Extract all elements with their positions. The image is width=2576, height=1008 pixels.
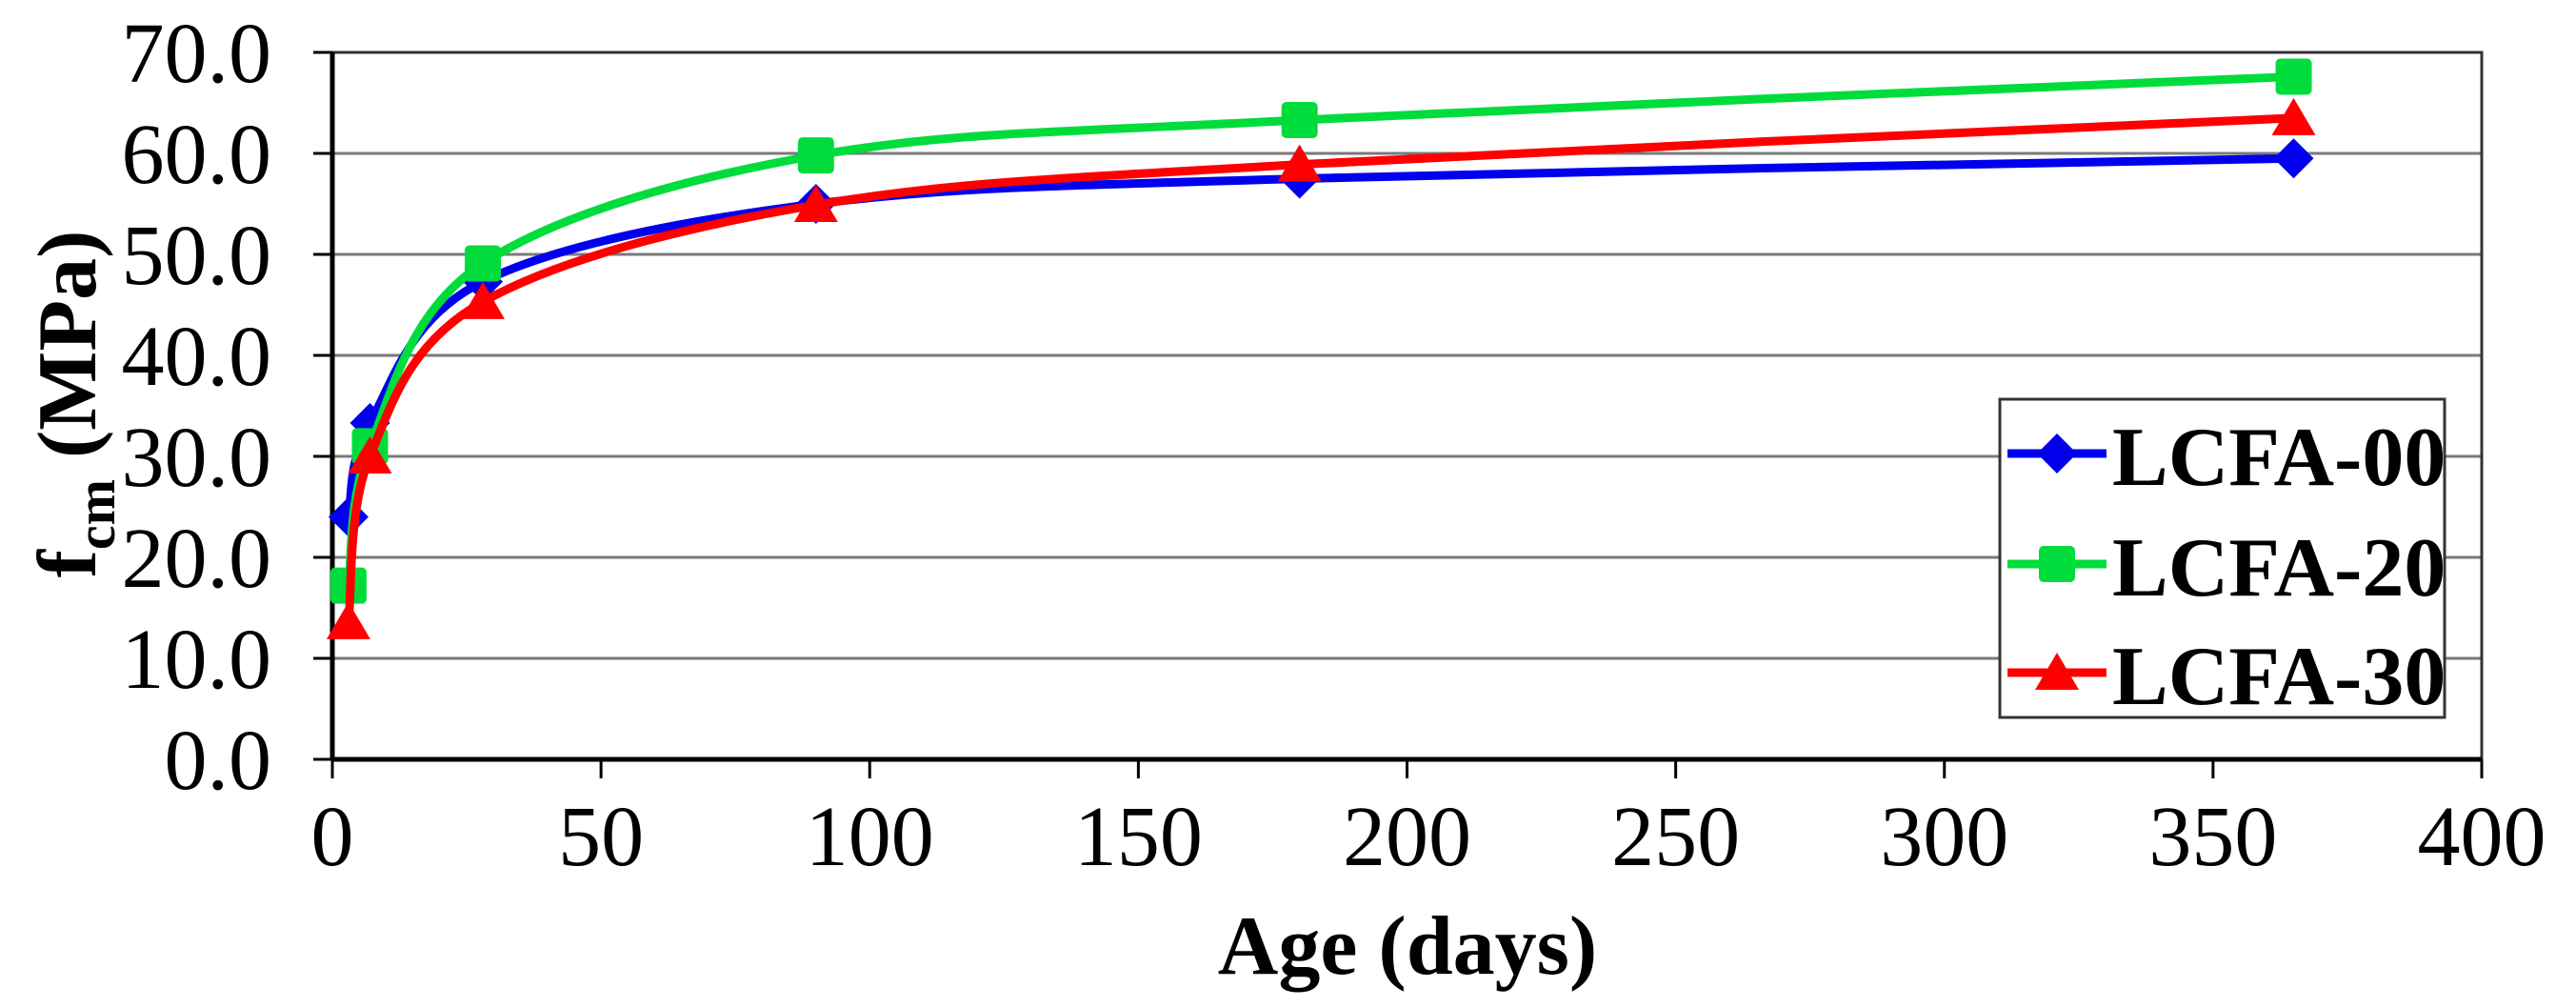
marker-LCFA-20-age-90 bbox=[797, 137, 834, 174]
legend: LCFA-00 LCFA-20 LCFA-30 bbox=[1998, 397, 2446, 723]
x-axis: 0 50 100 150 200 250 300 350 400 bbox=[311, 759, 2546, 884]
marker-LCFA-20-age-28 bbox=[464, 245, 501, 282]
x-axis-title: Age (days) bbox=[1218, 900, 1597, 993]
marker-LCFA-20-age-365 bbox=[2275, 58, 2312, 95]
y-tick-label: 20.0 bbox=[122, 512, 272, 606]
x-tick-label: 350 bbox=[2148, 790, 2277, 884]
y-tick-label: 30.0 bbox=[122, 411, 272, 505]
x-tick-label: 200 bbox=[1343, 790, 1471, 884]
legend-item-LCFA-30: LCFA-30 bbox=[2007, 631, 2446, 723]
marker-LCFA-20-age-180 bbox=[1281, 102, 1318, 139]
x-tick-label: 100 bbox=[806, 790, 934, 884]
marker-LCFA-00-age-365 bbox=[2273, 138, 2314, 179]
x-tick-label: 0 bbox=[311, 790, 354, 884]
x-tick-label: 400 bbox=[2418, 790, 2546, 884]
y-axis-title: fcm (MPa) bbox=[22, 231, 127, 578]
legend-marker-triangle bbox=[2035, 653, 2079, 690]
series-line-LCFA-20 bbox=[344, 71, 2299, 591]
legend-label: LCFA-20 bbox=[2112, 522, 2446, 615]
series-line-LCFA-30 bbox=[344, 113, 2299, 627]
marker-LCFA-30-age-7 bbox=[348, 436, 392, 474]
legend-label: LCFA-00 bbox=[2112, 412, 2446, 504]
legend-item-LCFA-20: LCFA-20 bbox=[2007, 522, 2446, 615]
y-tick-label: 50.0 bbox=[122, 209, 272, 303]
y-axis-title-part: f bbox=[22, 548, 114, 577]
y-tick-label: 0.0 bbox=[165, 714, 272, 808]
y-axis-title-subscript: cm bbox=[65, 479, 127, 550]
marker-LCFA-30-age-3 bbox=[326, 601, 370, 639]
y-tick-label: 70.0 bbox=[122, 7, 272, 101]
x-tick-label: 50 bbox=[558, 790, 644, 884]
y-tick-label: 10.0 bbox=[122, 613, 272, 707]
marker-LCFA-30-age-180 bbox=[1277, 144, 1322, 182]
marker-LCFA-30-age-90 bbox=[793, 185, 838, 223]
y-axis-title-part: (MPa) bbox=[22, 231, 114, 479]
legend-label: LCFA-30 bbox=[2112, 631, 2446, 723]
legend-item-LCFA-00: LCFA-00 bbox=[2007, 412, 2446, 504]
marker-LCFA-30-age-28 bbox=[460, 281, 505, 319]
series-LCFA-30 bbox=[326, 97, 2316, 639]
x-tick-label: 150 bbox=[1074, 790, 1203, 884]
x-tick-label: 250 bbox=[1611, 790, 1740, 884]
marker-LCFA-30-age-365 bbox=[2271, 97, 2316, 135]
y-tick-label: 40.0 bbox=[122, 310, 272, 404]
y-tick-label: 60.0 bbox=[122, 108, 272, 202]
legend-marker-square bbox=[2039, 546, 2075, 582]
x-tick-label: 300 bbox=[1880, 790, 2008, 884]
y-axis: 0.010.020.030.040.050.060.070.0 bbox=[122, 7, 332, 808]
legend-marker-diamond bbox=[2037, 433, 2077, 474]
